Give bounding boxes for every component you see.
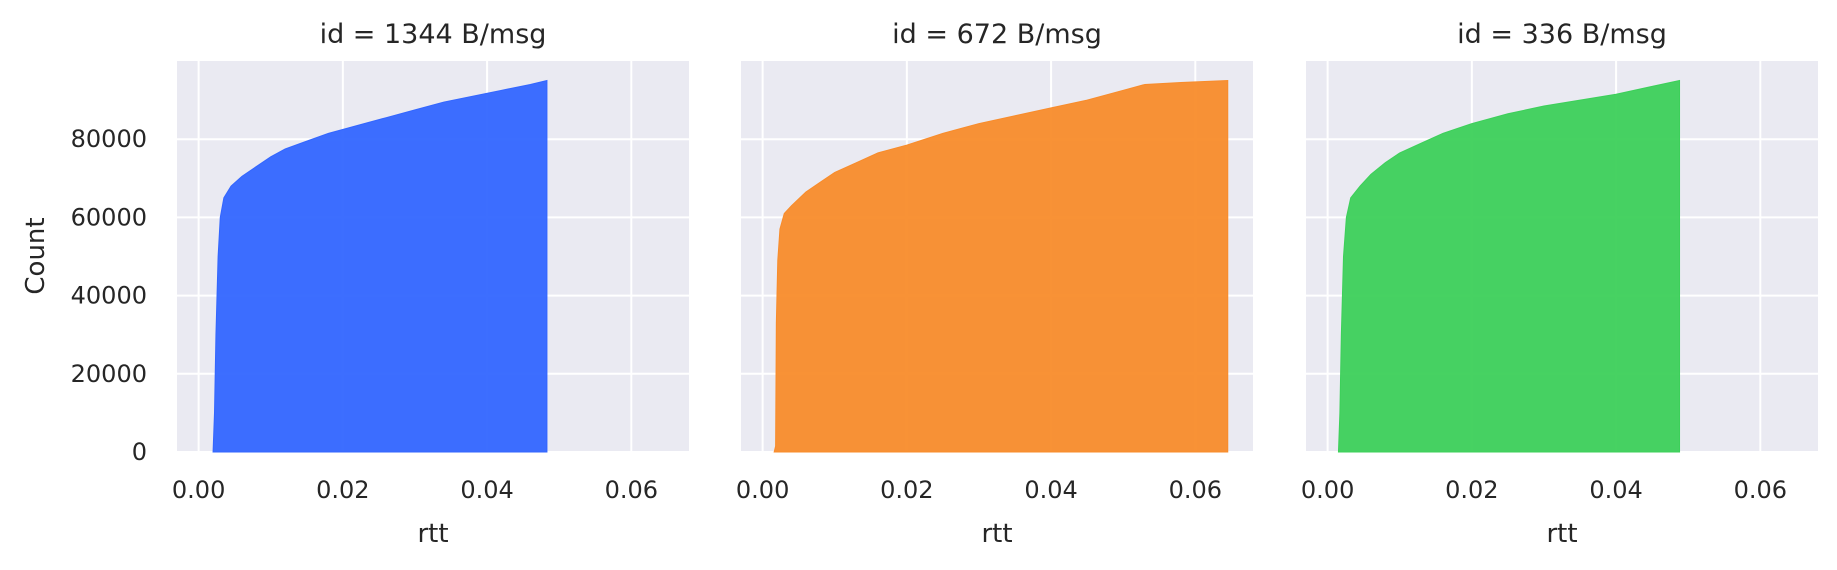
panel-2: id = 672 B/msg 0.00 0.02 0.04 0.06 rtt <box>736 19 1253 549</box>
x-tick-label: 0.04 <box>1589 476 1642 504</box>
y-axis-label: Count <box>21 217 51 294</box>
histogram-area <box>212 79 548 453</box>
x-tick-label: 0.00 <box>736 476 789 504</box>
x-tick-label: 0.02 <box>880 476 933 504</box>
panel-title: id = 672 B/msg <box>892 19 1102 50</box>
y-tick-label: 40000 <box>71 282 147 310</box>
x-tick-label: 0.02 <box>1445 476 1498 504</box>
x-axis-label: rtt <box>417 519 448 549</box>
panel-title: id = 336 B/msg <box>1457 19 1667 50</box>
y-tick-label: 0 <box>132 438 147 466</box>
y-tick-label: 60000 <box>71 203 147 231</box>
histogram-area <box>773 80 1229 453</box>
y-tick-label: 20000 <box>71 360 147 388</box>
x-tick-label: 0.04 <box>1024 476 1077 504</box>
x-tick-label: 0.02 <box>316 476 369 504</box>
x-tick-label: 0.06 <box>1734 476 1787 504</box>
y-tick-label: 80000 <box>71 125 147 153</box>
x-tick-label: 0.00 <box>172 476 225 504</box>
x-tick-label: 0.06 <box>605 476 658 504</box>
x-tick-label: 0.04 <box>460 476 513 504</box>
panel-title: id = 1344 B/msg <box>320 19 547 50</box>
x-axis-label: rtt <box>1546 519 1577 549</box>
histogram-area <box>1337 79 1681 453</box>
x-tick-label: 0.00 <box>1301 476 1354 504</box>
x-tick-label: 0.06 <box>1169 476 1222 504</box>
panel-3: id = 336 B/msg 0.00 0.02 0.04 0.06 rtt <box>1301 19 1818 549</box>
panel-1: id = 1344 B/msg 0.00 0.02 0.04 0.06 rtt 0 20000… <box>71 19 689 549</box>
x-axis-label: rtt <box>981 519 1012 549</box>
